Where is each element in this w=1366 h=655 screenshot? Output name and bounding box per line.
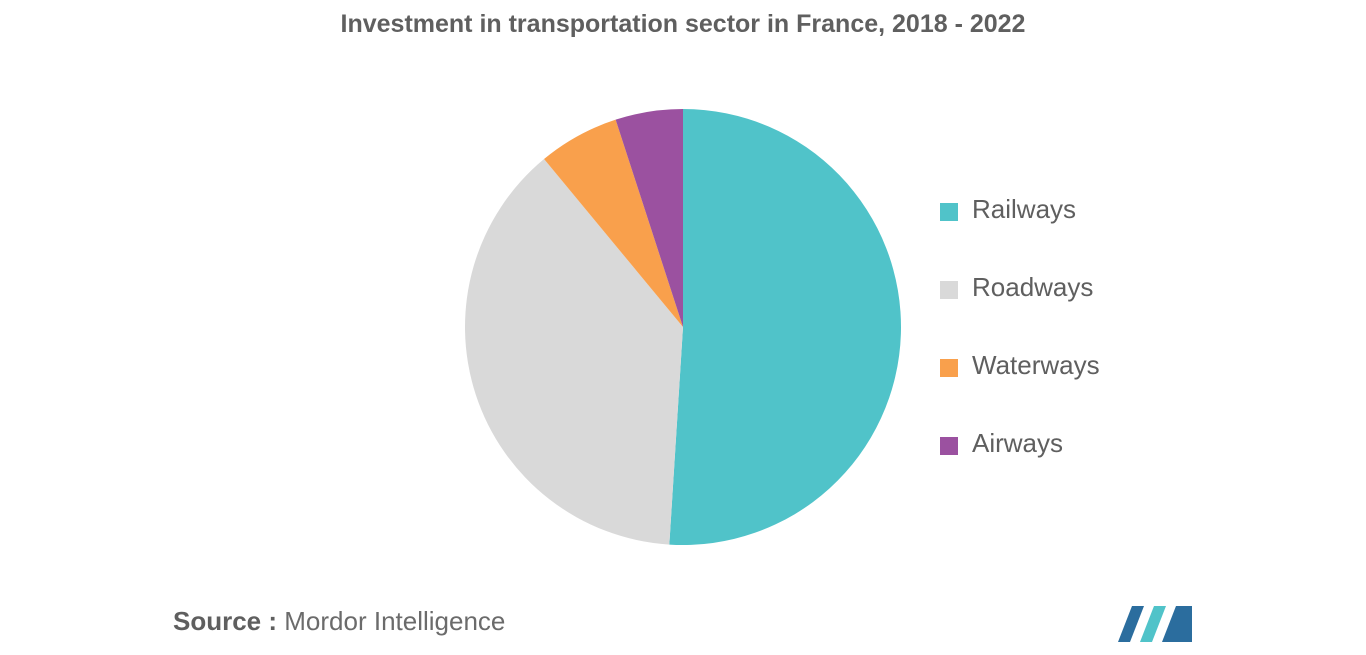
logo-shape-right — [1162, 606, 1192, 642]
legend-label-railways: Railways — [972, 194, 1077, 224]
legend-label-airways: Airways — [972, 428, 1064, 458]
chart-title: Investment in transportation sector in F… — [340, 10, 1026, 38]
logo-shape-middle — [1140, 606, 1166, 642]
legend-swatch-railways — [940, 203, 958, 221]
pie-slices — [464, 108, 902, 546]
source-note: Source : Mordor Intelligence — [173, 606, 505, 637]
mordor-intelligence-logo-icon — [1118, 606, 1192, 642]
pie-slice-waterways — [544, 119, 683, 327]
legend-label-waterways: Waterways — [972, 350, 1100, 380]
source-prefix: Source : — [173, 606, 278, 636]
source-text: Mordor Intelligence — [284, 606, 506, 636]
legend-swatch-airways — [940, 437, 958, 455]
pie-slice-railways — [669, 108, 902, 546]
logo-shape-left — [1118, 606, 1144, 642]
legend-label-roadways: Roadways — [972, 272, 1094, 302]
legend-swatch-waterways — [940, 359, 958, 377]
legend-swatch-roadways — [940, 281, 958, 299]
pie-slice-roadways — [464, 159, 683, 545]
pie-slice-airways — [615, 109, 683, 327]
